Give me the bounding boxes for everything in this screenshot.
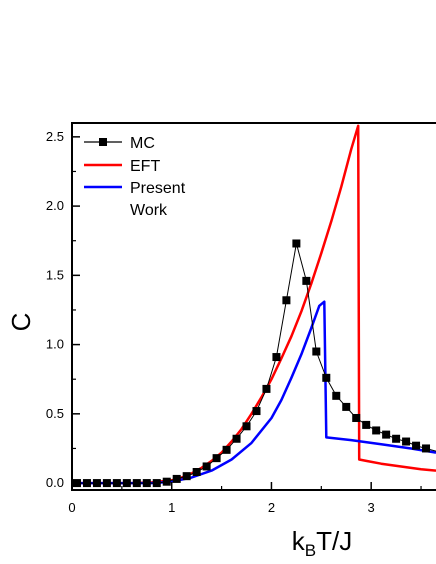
- data-point-mc: [272, 353, 281, 362]
- legend-label-present-work-line1: Present: [130, 180, 186, 197]
- data-point-mc: [332, 391, 341, 400]
- plot-area: 0 1 2 3 0.0 0.5 1.0 1.5 2.0 2.5: [46, 122, 436, 515]
- data-point-mc: [362, 420, 371, 429]
- data-point-mc: [302, 276, 311, 285]
- x-axis-label-subscript: B: [305, 541, 316, 560]
- data-point-mc: [192, 467, 201, 476]
- y-tick-label: 0.5: [46, 406, 64, 421]
- legend-label-mc: MC: [130, 135, 155, 152]
- data-point-mc: [252, 407, 261, 416]
- x-axis-label-main: k: [292, 526, 306, 556]
- data-point-mc: [82, 479, 91, 488]
- x-tick-label: 1: [168, 500, 175, 515]
- data-point-mc: [102, 479, 111, 488]
- data-point-mc: [382, 430, 391, 439]
- data-point-mc: [182, 472, 191, 481]
- data-point-mc: [312, 347, 321, 356]
- data-point-mc: [242, 422, 251, 431]
- data-point-mc: [222, 445, 231, 454]
- data-point-mc: [172, 474, 181, 483]
- data-point-mc: [392, 434, 401, 443]
- tick-layer: 0 1 2 3 0.0 0.5 1.0 1.5 2.0 2.5: [46, 129, 422, 515]
- y-tick-label: 0.0: [46, 475, 64, 490]
- legend-entry-mc: MC: [84, 135, 155, 152]
- data-point-mc: [232, 434, 241, 443]
- data-point-mc: [132, 479, 141, 488]
- data-point-mc: [292, 239, 301, 248]
- legend-entry-present-work: Present Work: [84, 180, 186, 219]
- x-tick-label: 0: [68, 500, 75, 515]
- data-point-mc: [152, 479, 161, 488]
- data-point-mc: [262, 384, 271, 393]
- data-point-mc: [142, 479, 151, 488]
- data-point-mc: [422, 444, 431, 453]
- x-axis-label-rest: T/J: [316, 526, 352, 556]
- x-tick-label: 2: [268, 500, 275, 515]
- data-point-mc: [402, 437, 411, 446]
- y-tick-label: 2.0: [46, 198, 64, 213]
- x-tick-label: 3: [368, 500, 375, 515]
- legend-label-present-work-line2: Work: [130, 202, 168, 219]
- data-point-mc: [372, 426, 381, 435]
- y-tick-label: 1.0: [46, 337, 64, 352]
- data-point-mc: [162, 477, 171, 486]
- data-point-mc: [412, 441, 421, 450]
- y-axis-label: C: [6, 313, 36, 332]
- y-tick-label: 1.5: [46, 267, 64, 282]
- series-layer: [72, 124, 436, 488]
- plot-frame: [71, 122, 436, 491]
- data-point-mc: [112, 479, 121, 488]
- data-point-mc: [342, 402, 351, 411]
- y-tick-label: 2.5: [46, 129, 64, 144]
- legend-marker-mc: [99, 138, 107, 146]
- data-point-mc: [352, 413, 361, 422]
- data-point-mc: [322, 373, 331, 382]
- data-point-mc: [212, 454, 221, 463]
- legend: MC EFT Present Work: [84, 135, 186, 219]
- data-point-mc: [122, 479, 131, 488]
- data-point-mc: [92, 479, 101, 488]
- data-point-mc: [202, 462, 211, 471]
- legend-entry-eft: EFT: [84, 158, 160, 175]
- legend-label-present-work: Present Work: [130, 180, 186, 219]
- x-axis-label: kBT/J: [292, 526, 352, 560]
- legend-label-eft: EFT: [130, 158, 160, 175]
- data-point-mc: [282, 296, 291, 305]
